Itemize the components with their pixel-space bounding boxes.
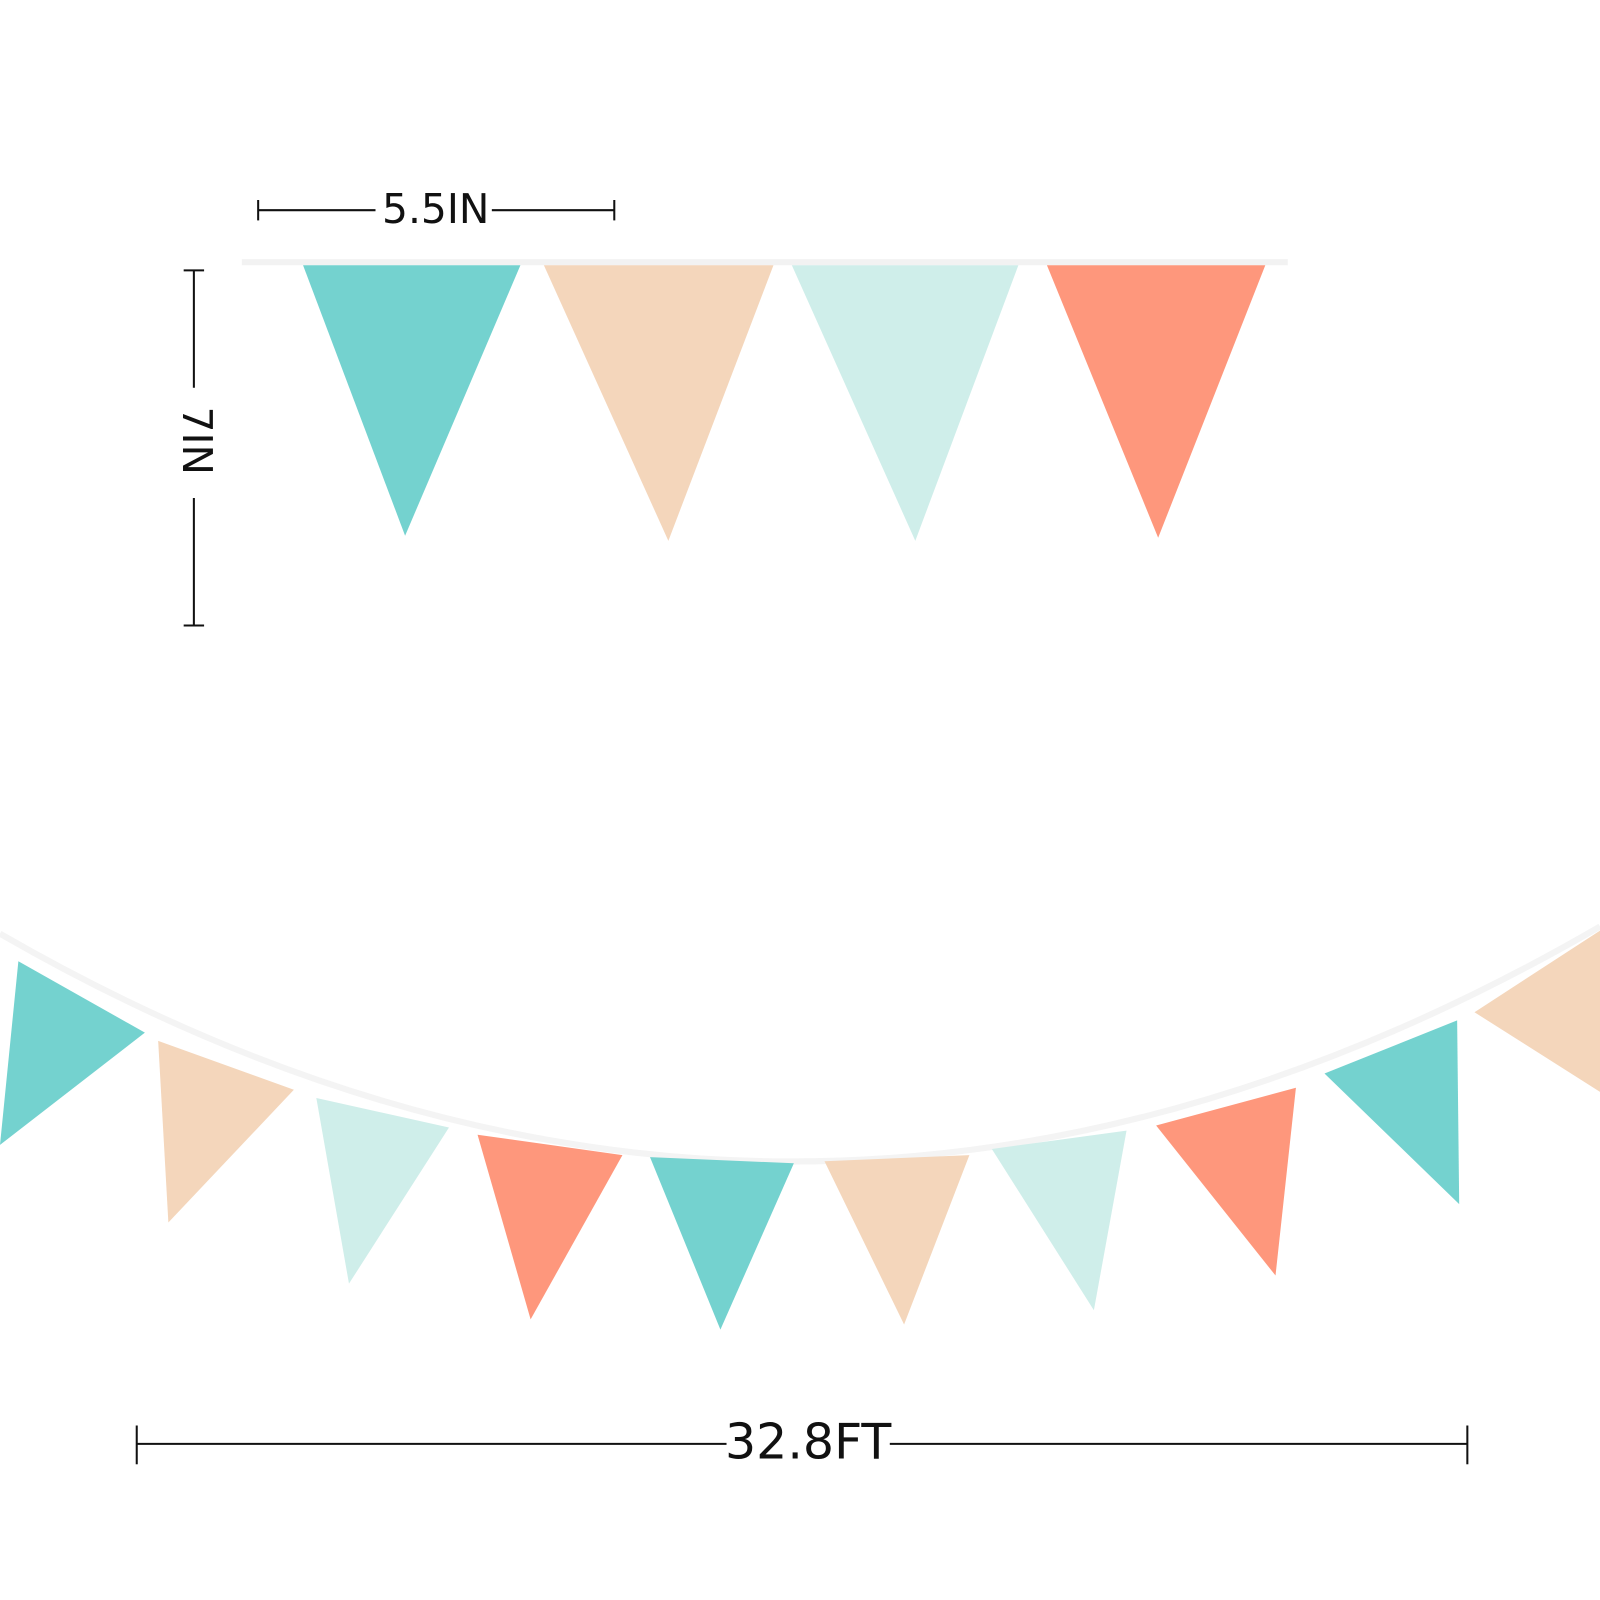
- pennant: [824, 1155, 970, 1325]
- pennant: [316, 1097, 449, 1284]
- top-garland: [241, 259, 1288, 541]
- width-label: 5.5IN: [382, 185, 489, 233]
- pennant: [543, 265, 774, 541]
- pennant: [158, 1040, 294, 1223]
- string: [0, 923, 1600, 1165]
- length-dimension: 32.8FT: [135, 1413, 1469, 1470]
- pennant: [477, 1134, 623, 1320]
- pennant: [650, 1157, 794, 1330]
- pennant: [791, 265, 1019, 541]
- pennant: [303, 265, 521, 536]
- pennant: [1474, 930, 1600, 1092]
- height-label: 7IN: [173, 407, 221, 476]
- bottom-garland: [0, 923, 1600, 1330]
- pennant: [1156, 1087, 1296, 1276]
- pennant: [0, 961, 145, 1145]
- length-label: 32.8FT: [725, 1413, 892, 1470]
- height-dimension: 7IN: [173, 269, 221, 627]
- pennant: [1324, 1020, 1460, 1205]
- width-dimension: 5.5IN: [257, 185, 616, 233]
- pennant: [991, 1130, 1127, 1311]
- pennant: [1046, 265, 1266, 538]
